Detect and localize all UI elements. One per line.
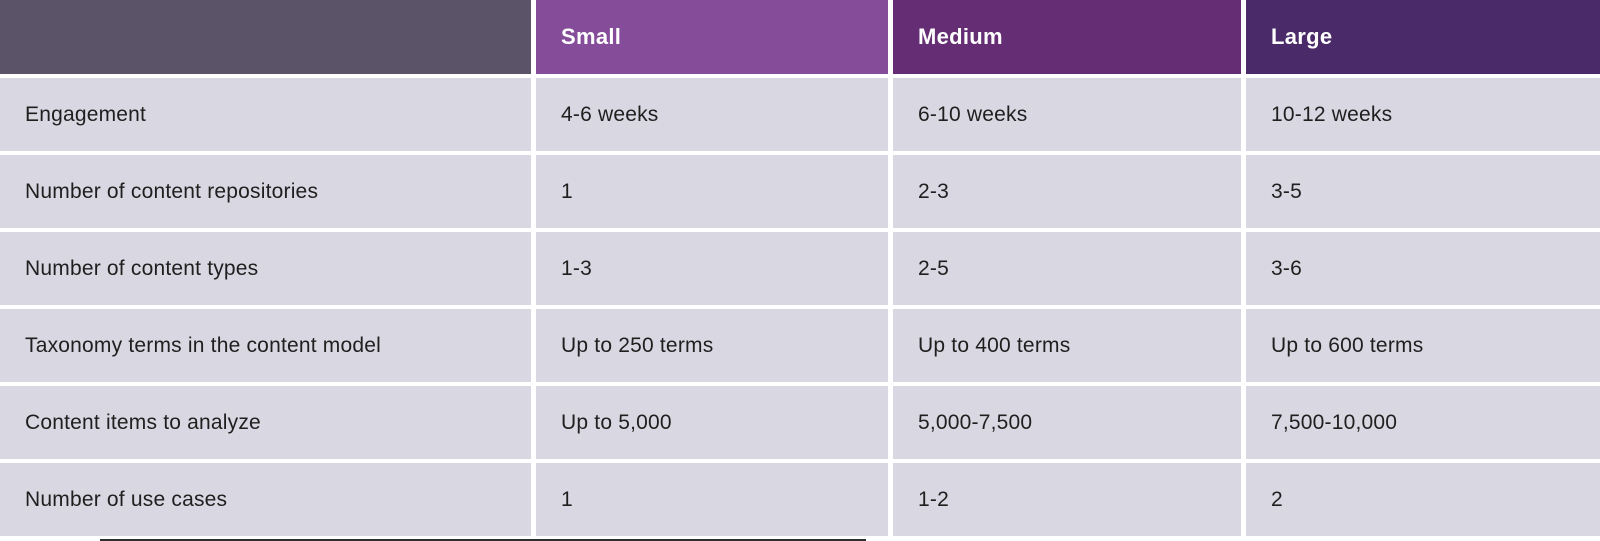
cell-taxonomy-medium: Up to 400 terms (893, 309, 1241, 382)
cell-engagement-large: 10-12 weeks (1246, 78, 1600, 151)
row-label-content-items: Content items to analyze (0, 386, 531, 459)
row-label-use-cases: Number of use cases (0, 463, 531, 536)
cell-repositories-medium: 2-3 (893, 155, 1241, 228)
cell-content-types-large: 3-6 (1246, 232, 1600, 305)
cell-taxonomy-large: Up to 600 terms (1246, 309, 1600, 382)
cell-engagement-small: 4-6 weeks (536, 78, 888, 151)
cell-taxonomy-small: Up to 250 terms (536, 309, 888, 382)
header-cell-empty (0, 0, 531, 74)
cell-content-items-large: 7,500-10,000 (1246, 386, 1600, 459)
row-label-engagement: Engagement (0, 78, 531, 151)
cell-content-items-small: Up to 5,000 (536, 386, 888, 459)
cell-content-types-small: 1-3 (536, 232, 888, 305)
header-cell-medium: Medium (893, 0, 1241, 74)
cell-repositories-small: 1 (536, 155, 888, 228)
cell-repositories-large: 3-5 (1246, 155, 1600, 228)
row-label-content-types: Number of content types (0, 232, 531, 305)
row-label-content-repositories: Number of content repositories (0, 155, 531, 228)
cell-use-cases-large: 2 (1246, 463, 1600, 536)
cell-use-cases-medium: 1-2 (893, 463, 1241, 536)
header-cell-large: Large (1246, 0, 1600, 74)
bottom-edge-line (100, 539, 866, 541)
cell-use-cases-small: 1 (536, 463, 888, 536)
cell-content-items-medium: 5,000-7,500 (893, 386, 1241, 459)
cell-content-types-medium: 2-5 (893, 232, 1241, 305)
row-label-taxonomy-terms: Taxonomy terms in the content model (0, 309, 531, 382)
header-cell-small: Small (536, 0, 888, 74)
cell-engagement-medium: 6-10 weeks (893, 78, 1241, 151)
